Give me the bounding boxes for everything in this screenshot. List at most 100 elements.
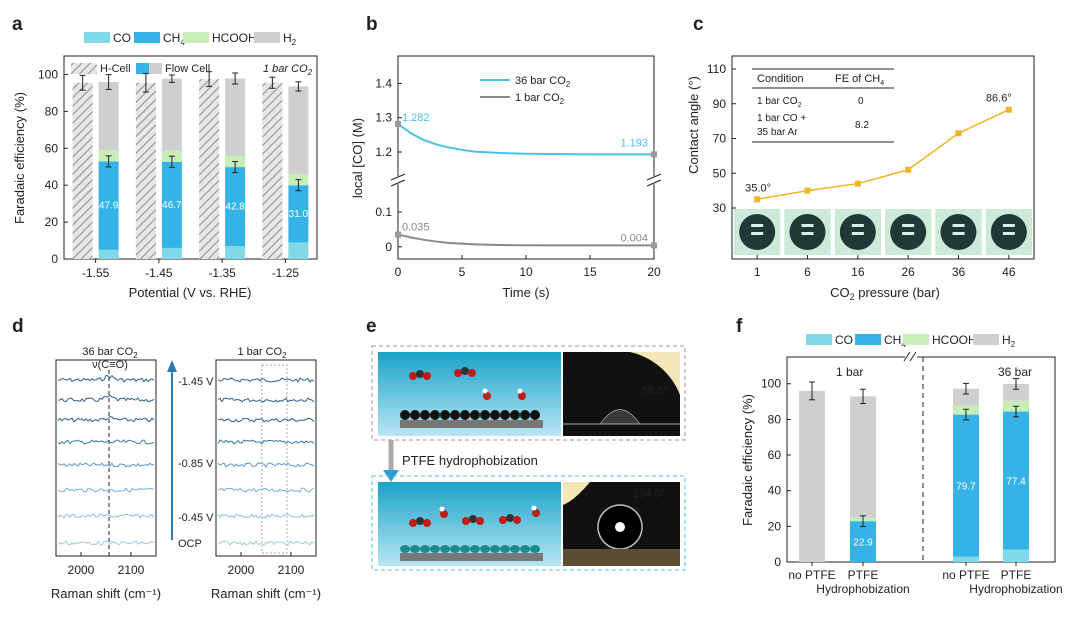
xtick-sublabel-f: Hydrophobization [816, 582, 909, 596]
xtick-label-b: 20 [647, 265, 661, 279]
bar-flow-h2 [98, 82, 119, 151]
xtick-label-c: 26 [901, 265, 915, 279]
bar-flow-co [225, 246, 246, 259]
droplet-highlight [952, 232, 965, 235]
table-cell-fe2: 8.2 [855, 120, 869, 131]
plot-frame-d-right [215, 359, 317, 557]
bar-flow-co [98, 249, 119, 259]
e-transition-label: PTFE hydrophobization [402, 453, 538, 468]
bar-f-ch4 [850, 521, 876, 562]
ticks-d: 2000 2100 2000 2100 [68, 552, 305, 577]
bar-f-h2 [850, 396, 876, 518]
table-cell-fe1: 0 [858, 96, 864, 107]
lines-b: 1.282 1.193 0.035 0.004 [395, 112, 657, 249]
catalyst-particle [400, 410, 410, 420]
d-highlight-box [261, 364, 288, 554]
panel-e: e 58.5° PTFE hydrophobization [366, 316, 686, 571]
catalyst-particle [410, 410, 420, 420]
ch4-label-a: 46.7 [162, 200, 182, 211]
axis-break-f [903, 351, 917, 362]
panel-f: f CO CH4 HCOOH H2 1 bar 36 bar Faradaic … [736, 316, 1063, 596]
xtick-sublabel-f: Hydrophobization [969, 582, 1062, 596]
spectra-d [57, 374, 315, 546]
xtick-label-d: 2100 [118, 563, 145, 577]
ch4-label-a: 47.9 [99, 201, 119, 212]
legend2-a: H-Cell Flow Cell 1 bar CO2 [71, 63, 313, 77]
bar-f-ch4 [953, 414, 979, 557]
legend-label-ch4: CH4 [163, 31, 185, 47]
xtick-label-a: -1.45 [145, 266, 173, 280]
e-angle-bottom: 134.6° [633, 488, 665, 500]
axis-break-b [390, 173, 662, 187]
e-top-catalyst [400, 410, 540, 420]
xtick-label-c: 46 [1002, 265, 1016, 279]
ptfe-particle [520, 545, 530, 553]
droplet-highlight [952, 224, 965, 227]
ytick-label-c: 50 [713, 166, 727, 180]
ytick-label-a: 20 [45, 215, 59, 229]
legend-swatch-hcooh [183, 32, 209, 43]
bars-a: 47.9 46.7 42.8 31.0 [72, 71, 309, 260]
d-pot-1: -1.45 V [178, 376, 214, 388]
legend-swatch-ch4 [134, 32, 160, 43]
legend-swatch-flow-2 [149, 63, 162, 74]
marker-b [651, 151, 657, 158]
table-c: Condition FE of CH4 1 bar CO2 0 1 bar CO… [752, 68, 894, 143]
d-left-sub: ν(C≡O) [92, 359, 128, 371]
marker-b [651, 242, 657, 249]
e-bottom-glare [563, 482, 590, 505]
raman-spectrum [217, 377, 315, 383]
xtick-label-c: 16 [851, 265, 865, 279]
legend-swatch-co [84, 32, 110, 43]
legend-label-co-f: CO [835, 333, 853, 347]
f-group-1bar: 1 bar [836, 365, 863, 379]
d-arrow-head [167, 360, 177, 372]
ch4-label-f: 79.7 [956, 482, 976, 493]
bar-f-co [953, 556, 979, 562]
e-bottom-surface [563, 549, 680, 566]
legend-swatch-hcooh-f [903, 334, 929, 345]
e-top-box [371, 345, 686, 441]
xlabel-b: Time (s) [502, 285, 549, 300]
xtick-label-f: PTFE [848, 568, 879, 582]
ptfe-particle [460, 545, 470, 553]
raman-spectrum [217, 417, 315, 423]
bar-f-ch4 [1003, 411, 1029, 550]
panel-letter-e: e [366, 316, 377, 337]
legend-label-1bar: 1 bar CO2 [515, 92, 565, 106]
xtick-label-f: no PTFE [788, 568, 835, 582]
table-cell-cond2b: 35 bar Ar [757, 127, 798, 138]
xtick-label-b: 0 [395, 265, 402, 279]
catalyst-particle [480, 410, 490, 420]
legend-b: 36 bar CO2 1 bar CO2 [480, 75, 571, 106]
plot-frame-f [786, 356, 1056, 563]
yticks-a: 0 20 40 60 80 100 [38, 67, 68, 266]
droplet-highlight [902, 224, 915, 227]
catalyst-particle [460, 410, 470, 420]
ptfe-particle [450, 545, 460, 553]
ylabel-f: Faradaic efficiency (%) [740, 394, 755, 526]
bars-f: 22.9 79.7 77.4 [799, 378, 1029, 562]
ch4-label-f: 77.4 [1006, 477, 1026, 488]
legend-label-36bar: 36 bar CO2 [515, 75, 571, 89]
xtick-label-b: 10 [519, 265, 533, 279]
xticks-a: -1.55 -1.45 -1.35 -1.25 [82, 259, 299, 280]
droplet-photos-c [734, 209, 1032, 255]
e-bottom-box [371, 475, 686, 571]
bar-f-h2 [953, 388, 979, 406]
panel-letter-d: d [12, 316, 24, 337]
xlabel-c: CO2 pressure (bar) [830, 285, 940, 302]
e-arrow-icon [383, 470, 399, 482]
catalyst-particle [520, 410, 530, 420]
contact-angle-line [757, 108, 1010, 201]
e-top-substrate [400, 420, 543, 428]
ytick-label-f: 40 [768, 484, 782, 498]
catalyst-particle [510, 410, 520, 420]
table-header-fe: FE of CH4 [835, 73, 884, 87]
ytick-label-f: 80 [768, 412, 782, 426]
ytick-label-f: 100 [761, 377, 781, 391]
legend-swatch-h2-f [973, 334, 999, 345]
ptfe-particle [480, 545, 490, 553]
ytick-label-a: 0 [51, 252, 58, 266]
